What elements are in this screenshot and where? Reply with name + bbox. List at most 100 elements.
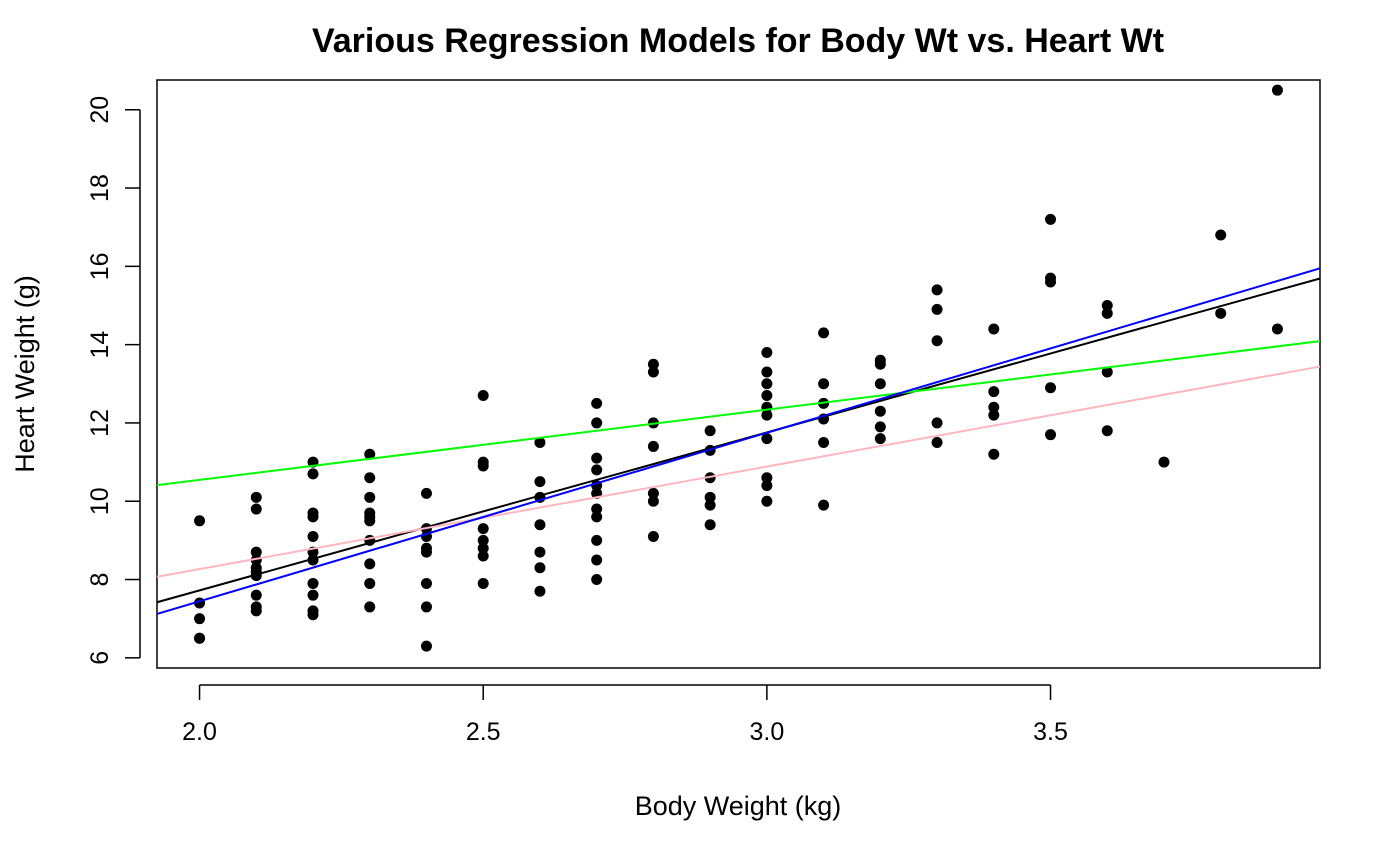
data-point [761, 409, 773, 421]
data-point [1045, 429, 1057, 441]
data-point [250, 491, 262, 503]
data-point [818, 327, 830, 339]
data-point [250, 546, 262, 558]
data-point [307, 511, 319, 523]
data-point [250, 589, 262, 601]
data-point [761, 378, 773, 390]
data-point [591, 534, 603, 546]
data-point [1045, 276, 1057, 288]
data-point [647, 440, 659, 452]
x-tick-label: 2.5 [466, 718, 501, 746]
data-point [1101, 307, 1113, 319]
x-axis: 2.0 2.5 3.0 3.5 [182, 684, 1068, 746]
x-axis-label: Body Weight (kg) [635, 791, 842, 821]
data-point [477, 390, 489, 402]
data-point [477, 542, 489, 554]
data-point [1101, 425, 1113, 437]
data-point [874, 433, 886, 445]
data-point [591, 452, 603, 464]
data-point [1271, 84, 1283, 96]
data-point [761, 495, 773, 507]
data-point [534, 562, 546, 574]
data-point [477, 550, 489, 562]
y-tick-label: 14 [86, 331, 114, 359]
data-point [364, 472, 376, 484]
data-point [534, 546, 546, 558]
data-point [1215, 229, 1227, 241]
data-point [761, 366, 773, 378]
data-point [1215, 307, 1227, 319]
data-point [988, 323, 1000, 335]
data-point [591, 397, 603, 409]
data-point [1045, 382, 1057, 394]
data-point [420, 577, 432, 589]
data-point [761, 480, 773, 492]
x-tick-label: 3.0 [749, 718, 784, 746]
chart-title: Various Regression Models for Body Wt vs… [312, 22, 1164, 60]
y-axis-label: Heart Weight (g) [10, 275, 40, 473]
regression-line [156, 267, 1321, 615]
data-point [534, 437, 546, 449]
data-point [931, 284, 943, 296]
data-point [647, 495, 659, 507]
data-points [194, 84, 1283, 652]
data-point [420, 601, 432, 613]
y-tick-label: 18 [86, 174, 114, 202]
data-point [1158, 456, 1170, 468]
data-point [704, 425, 716, 437]
data-point [647, 358, 659, 370]
data-point [307, 577, 319, 589]
data-point [591, 574, 603, 586]
data-point [931, 335, 943, 347]
data-point [647, 366, 659, 378]
data-point [988, 386, 1000, 398]
data-point [250, 554, 262, 566]
data-point [477, 523, 489, 535]
y-axis: 6 8 10 12 14 16 18 20 [86, 96, 141, 665]
data-point [477, 577, 489, 589]
data-point [534, 585, 546, 597]
data-point [364, 491, 376, 503]
data-point [931, 303, 943, 315]
data-point [364, 515, 376, 527]
data-point [591, 554, 603, 566]
data-point [704, 491, 716, 503]
regression-lines [156, 267, 1321, 615]
regression-line [156, 365, 1321, 578]
y-tick-label: 20 [86, 96, 114, 124]
data-point [704, 519, 716, 531]
y-tick-label: 16 [86, 252, 114, 280]
data-point [1045, 213, 1057, 225]
data-point [194, 515, 206, 527]
y-tick-label: 12 [86, 409, 114, 437]
data-point [307, 609, 319, 621]
data-point [591, 511, 603, 523]
data-point [591, 417, 603, 429]
y-tick-label: 6 [86, 651, 114, 665]
data-point [988, 409, 1000, 421]
data-point [1101, 299, 1113, 311]
data-point [988, 401, 1000, 413]
data-point [420, 546, 432, 558]
data-point [364, 448, 376, 460]
data-point [818, 437, 830, 449]
data-point [818, 499, 830, 511]
data-point [591, 503, 603, 515]
data-point [477, 534, 489, 546]
data-point [704, 499, 716, 511]
data-point [761, 346, 773, 358]
data-point [307, 468, 319, 480]
data-point [761, 390, 773, 402]
plot-frame [156, 79, 1321, 669]
y-tick-label: 10 [86, 487, 114, 515]
data-point [364, 558, 376, 570]
data-point [307, 589, 319, 601]
data-point [1271, 323, 1283, 335]
data-point [591, 464, 603, 476]
data-point [364, 577, 376, 589]
x-tick-label: 2.0 [182, 718, 217, 746]
data-point [931, 417, 943, 429]
y-tick-label: 8 [86, 573, 114, 587]
data-point [420, 640, 432, 652]
